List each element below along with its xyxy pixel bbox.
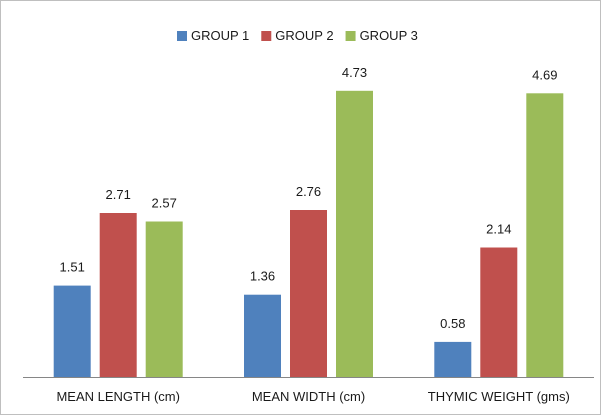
bar-group-2-3: [480, 247, 518, 377]
bar-group-2-2: [290, 210, 327, 377]
value-label-group-1-3: 0.58: [440, 316, 465, 331]
value-label-group-2-2: 2.76: [296, 184, 321, 199]
bar-group-1-3: [434, 341, 472, 377]
value-label-group-2-3: 2.14: [486, 222, 511, 237]
bar-group-3-2: [336, 90, 373, 378]
value-label-group-2-1: 2.71: [106, 187, 131, 202]
value-label-group-1-2: 1.36: [250, 269, 275, 284]
bar-group-1-1: [53, 285, 91, 377]
legend-label-group-1: GROUP 1: [191, 28, 249, 43]
legend-label-group-2: GROUP 2: [275, 28, 333, 43]
legend-swatch-group-3: [345, 31, 356, 41]
legend: GROUP 1 GROUP 2 GROUP 3: [177, 28, 418, 43]
legend-label-group-3: GROUP 3: [360, 28, 418, 43]
value-label-group-3-1: 2.57: [152, 196, 177, 211]
category-label-1: MEAN LENGTH (cm): [56, 389, 180, 404]
bar-group-3-1: [145, 221, 183, 377]
bar-group-3-3: [526, 93, 564, 378]
value-label-group-3-3: 4.69: [532, 67, 557, 82]
value-label-group-1-1: 1.51: [60, 260, 85, 275]
value-label-group-3-2: 4.73: [342, 65, 367, 80]
bar-group-2-1: [99, 213, 137, 377]
category-label-3: THYMIC WEIGHT (gms): [428, 389, 570, 404]
bar-group-1-2: [244, 294, 281, 377]
plot-area: 1.51 2.71 2.57 1.36 2.76 4.73 0.58 2.14 4.69: [53, 65, 564, 378]
category-label-2: MEAN WIDTH (cm): [252, 389, 365, 404]
category-labels: MEAN LENGTH (cm) MEAN WIDTH (cm) THYMIC WE…: [56, 389, 569, 404]
legend-swatch-group-1: [177, 31, 187, 41]
legend-swatch-group-2: [261, 31, 272, 41]
